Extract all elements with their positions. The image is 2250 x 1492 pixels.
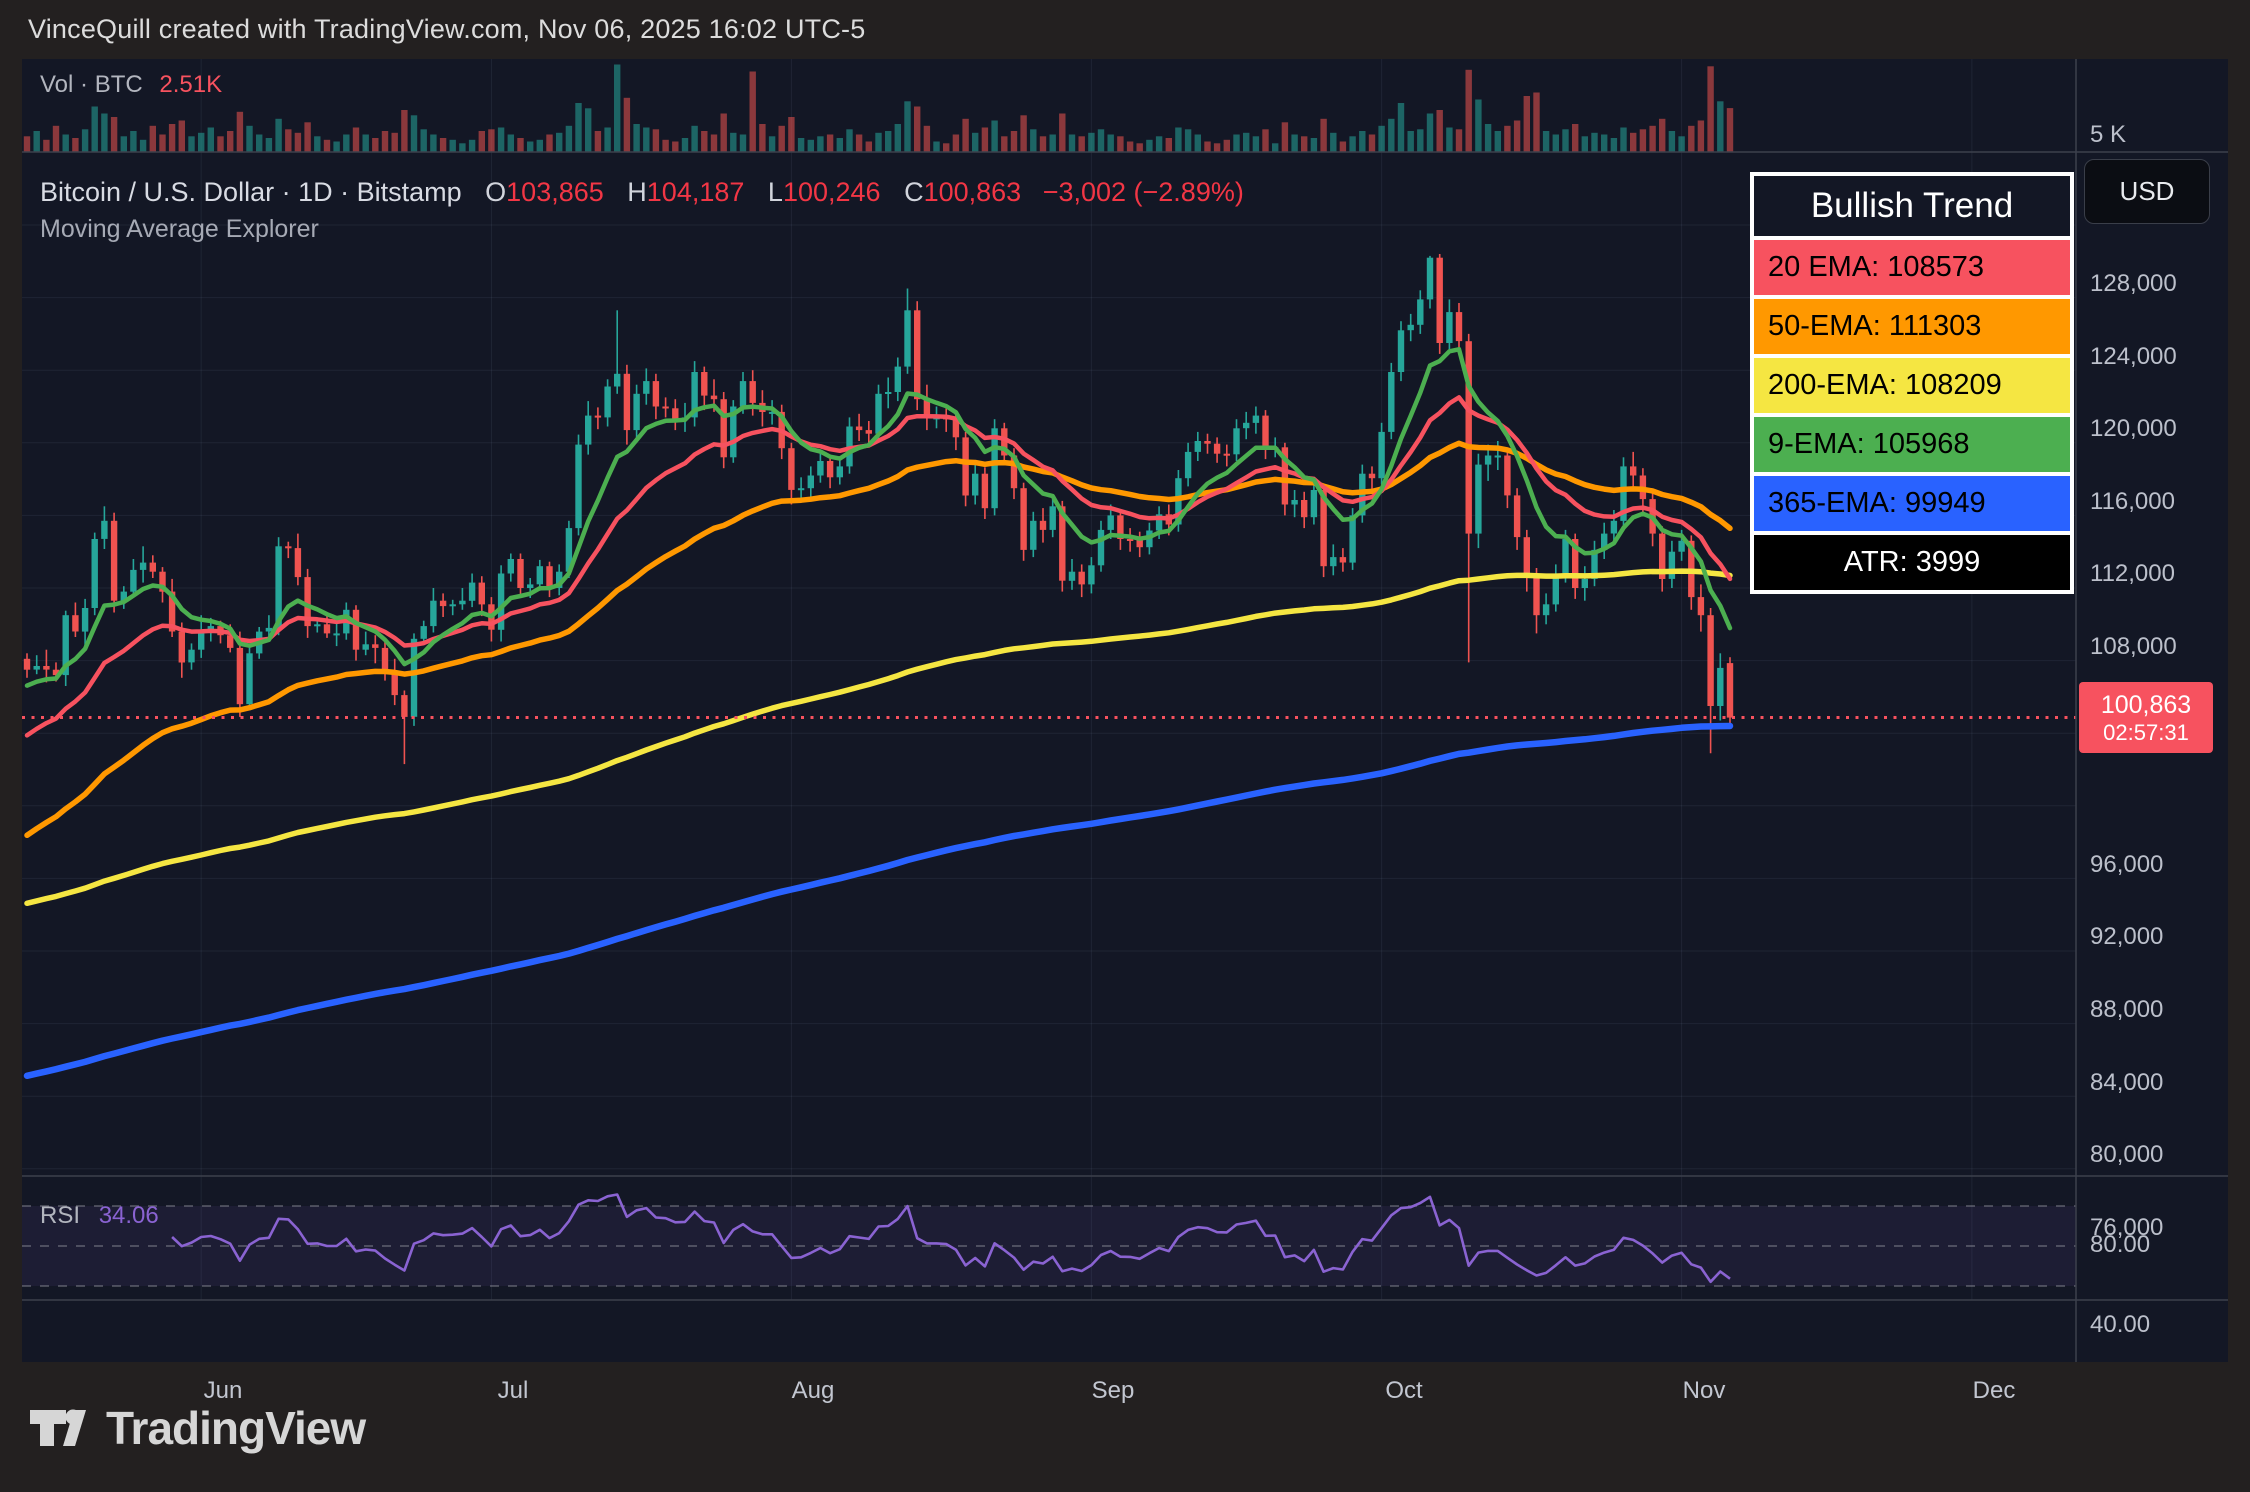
open-label: O bbox=[485, 177, 507, 207]
low-value: 100,246 bbox=[782, 177, 881, 207]
tradingview-logo-icon bbox=[30, 1409, 86, 1446]
price-axis-label: 96,000 bbox=[2090, 851, 2164, 878]
time-axis-month-label: Aug bbox=[791, 1377, 835, 1404]
footer-bar: TradingView bbox=[0, 1362, 2250, 1492]
time-axis-month-label: Jun bbox=[203, 1377, 243, 1404]
price-axis-label: 116,000 bbox=[2090, 488, 2175, 515]
time-axis-month-label: Sep bbox=[1091, 1377, 1135, 1404]
open-value: 103,865 bbox=[506, 177, 604, 207]
price-axis-label: 76,000 bbox=[2090, 1214, 2164, 1241]
tradingview-wordmark: TradingView bbox=[106, 1402, 366, 1454]
price-axis-label: 112,000 bbox=[2090, 560, 2175, 587]
symbol-header[interactable]: Bitcoin / U.S. Dollar · 1D · Bitstamp O1… bbox=[40, 177, 1244, 208]
volume-value: 2.51K bbox=[159, 71, 223, 98]
time-axis-month-label: Oct bbox=[1385, 1377, 1423, 1404]
price-axis-label: 120,000 bbox=[2090, 415, 2177, 442]
volume-axis-label: 5 K bbox=[2090, 121, 2127, 148]
snapshot-title-bar: VinceQuill created with TradingView.com,… bbox=[0, 0, 2250, 59]
trend-status-label: Bullish Trend bbox=[1754, 176, 2070, 236]
time-axis-month-label: Dec bbox=[1972, 1377, 2016, 1404]
low-label: L bbox=[767, 177, 783, 207]
indicator-name-label[interactable]: Moving Average Explorer bbox=[40, 215, 319, 243]
close-value: 100,863 bbox=[923, 177, 1022, 207]
snapshot-title: VinceQuill created with TradingView.com,… bbox=[28, 14, 866, 44]
price-axis-label: 80,000 bbox=[2090, 1141, 2164, 1168]
high-value: 104,187 bbox=[646, 177, 745, 207]
last-price-value: 100,863 bbox=[2100, 690, 2192, 719]
price-axis-label: 128,000 bbox=[2090, 270, 2177, 297]
chart-widget: Vol · BTC 2.51K Bitcoin / U.S. Dollar · … bbox=[22, 59, 2228, 1404]
rsi-value: 34.06 bbox=[98, 1202, 159, 1229]
ma-legend-panel: Bullish Trend 20 EMA: 108573 50-EMA: 111… bbox=[1750, 172, 2074, 594]
close-label: C bbox=[904, 177, 924, 207]
tradingview-logo[interactable]: TradingView bbox=[26, 1396, 366, 1460]
price-chart-canvas[interactable] bbox=[22, 59, 2228, 1362]
last-price-badge: 100,863 02:57:31 bbox=[2079, 682, 2213, 753]
change-value: −3,002 (−2.89%) bbox=[1042, 177, 1244, 207]
legend-row-ema50: 50-EMA: 111303 bbox=[1754, 299, 2070, 354]
legend-row-ema200: 200-EMA: 108209 bbox=[1754, 358, 2070, 413]
bar-countdown-timer: 02:57:31 bbox=[2103, 719, 2189, 745]
volume-indicator-label[interactable]: Vol · BTC 2.51K bbox=[40, 71, 222, 99]
legend-row-ema365: 365-EMA: 99949 bbox=[1754, 476, 2070, 531]
price-axis-label: 108,000 bbox=[2090, 633, 2177, 660]
symbol-description: Bitcoin / U.S. Dollar · 1D · Bitstamp bbox=[40, 177, 462, 207]
rsi-axis-label: 40.00 bbox=[2090, 1311, 2151, 1338]
legend-row-atr: ATR: 3999 bbox=[1754, 535, 2070, 590]
high-label: H bbox=[627, 177, 647, 207]
rsi-label-text: RSI bbox=[40, 1202, 81, 1229]
price-axis-label: 84,000 bbox=[2090, 1069, 2164, 1096]
price-axis-label: 92,000 bbox=[2090, 923, 2164, 950]
volume-label-text: Vol · BTC bbox=[40, 71, 143, 98]
time-axis-month-label: Jul bbox=[497, 1377, 529, 1404]
rsi-indicator-label[interactable]: RSI 34.06 bbox=[40, 1202, 159, 1230]
legend-row-ema9: 9-EMA: 105968 bbox=[1754, 417, 2070, 472]
price-axis-label: 88,000 bbox=[2090, 996, 2164, 1023]
rsi-axis-label: 80.00 bbox=[2090, 1231, 2151, 1258]
time-axis-month-label: Nov bbox=[1682, 1377, 1726, 1404]
legend-row-ema20: 20 EMA: 108573 bbox=[1754, 240, 2070, 295]
price-axis-label: 124,000 bbox=[2090, 343, 2177, 370]
currency-toggle-button[interactable]: USD bbox=[2084, 159, 2210, 224]
